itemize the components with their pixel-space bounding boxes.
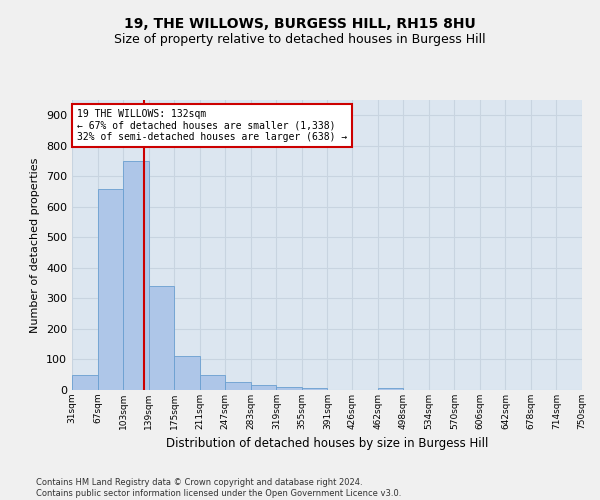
- Text: 19 THE WILLOWS: 132sqm
← 67% of detached houses are smaller (1,338)
32% of semi-: 19 THE WILLOWS: 132sqm ← 67% of detached…: [77, 108, 347, 142]
- Bar: [149, 286, 174, 390]
- Bar: [72, 374, 98, 390]
- Text: 19, THE WILLOWS, BURGESS HILL, RH15 8HU: 19, THE WILLOWS, BURGESS HILL, RH15 8HU: [124, 18, 476, 32]
- Bar: [302, 388, 328, 390]
- Y-axis label: Number of detached properties: Number of detached properties: [31, 158, 40, 332]
- Bar: [276, 387, 302, 390]
- Bar: [225, 382, 251, 390]
- Bar: [98, 188, 123, 390]
- X-axis label: Distribution of detached houses by size in Burgess Hill: Distribution of detached houses by size …: [166, 438, 488, 450]
- Text: Size of property relative to detached houses in Burgess Hill: Size of property relative to detached ho…: [114, 32, 486, 46]
- Bar: [251, 386, 276, 390]
- Bar: [200, 374, 225, 390]
- Text: Contains HM Land Registry data © Crown copyright and database right 2024.
Contai: Contains HM Land Registry data © Crown c…: [36, 478, 401, 498]
- Bar: [378, 388, 403, 390]
- Bar: [174, 356, 200, 390]
- Bar: [123, 161, 149, 390]
